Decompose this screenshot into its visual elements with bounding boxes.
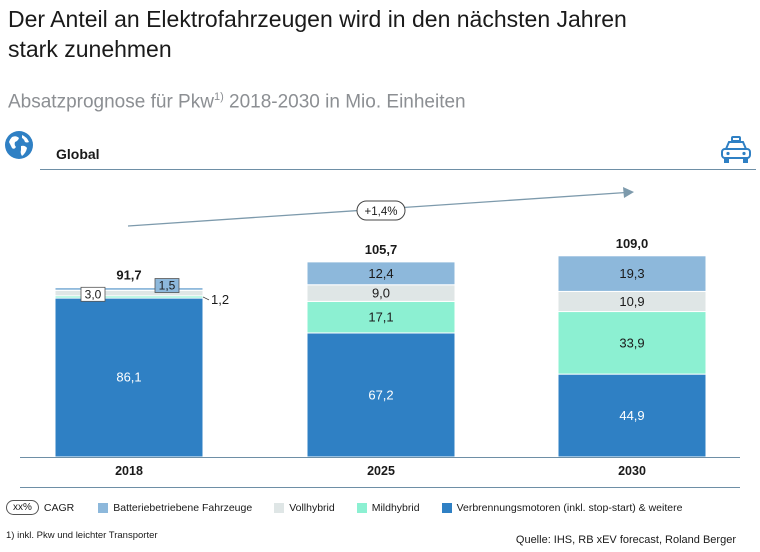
legend-swatch-mild_hybrid: [356, 502, 367, 513]
legend-item-bev: Batteriebetriebene Fahrzeuge: [98, 502, 252, 514]
legend-item-mild_hybrid: Mildhybrid: [356, 501, 420, 514]
callout-line-mild_hybrid-2018: [202, 296, 210, 301]
category-label-2018: 2018: [115, 464, 143, 478]
data-label-ice-2018: 86,1: [116, 370, 141, 385]
subtitle-text-before: Absatzprognose für Pkw: [8, 91, 214, 113]
category-label-2030: 2030: [618, 464, 646, 478]
subtitle-text-after: 2018-2030 in Mio. Einheiten: [223, 91, 466, 113]
footnote-marker: 1): [213, 91, 224, 103]
data-label-mild_hybrid-2025: 17,1: [368, 310, 393, 325]
data-label-bev-2025: 12,4: [368, 266, 393, 281]
data-label-ice-2030: 44,9: [619, 408, 644, 423]
legend-label-full_hybrid: Vollhybrid: [289, 501, 335, 514]
data-label-ice-2025: 67,2: [368, 387, 393, 402]
data-label-full_hybrid-2030: 10,9: [619, 294, 644, 309]
category-label-2025: 2025: [367, 464, 395, 478]
region-label: Global: [56, 146, 100, 162]
bar-ice-2018: [54, 297, 204, 458]
footnote: 1) inkl. Pkw und leichter Transporter: [6, 530, 158, 541]
data-label-mild_hybrid-2030: 33,9: [619, 335, 644, 350]
legend-cagr-text: CAGR: [43, 501, 75, 514]
legend-item-ice: Verbrennungsmotoren (inkl. stop-start) &…: [441, 501, 683, 514]
legend-label-mild_hybrid: Mildhybrid: [371, 501, 420, 514]
callout-box-bev-2018: [154, 278, 180, 293]
header-divider: [40, 169, 756, 170]
legend-swatch-full_hybrid: [274, 502, 285, 513]
bar-full_hybrid-2018: [54, 289, 204, 297]
total-label-2025: 105,7: [365, 242, 398, 257]
data-label-bev-2018: 1,5: [159, 279, 176, 293]
chart-title: Der Anteil an Elektrofahrzeugen wird in …: [8, 6, 627, 62]
cagr-label: +1,4%: [365, 206, 398, 218]
legend-swatch-ice: [441, 502, 452, 513]
bar-bev-2025: [306, 261, 456, 286]
chart-subtitle: Absatzprognose für Pkw1) 2018-2030 in Mi…: [8, 91, 466, 113]
data-label-mild_hybrid-2018: 1,2: [211, 292, 229, 307]
legend-swatch-bev: [98, 502, 109, 513]
legend-cagr-symbol: xx%: [6, 500, 39, 515]
cagr-badge: [356, 200, 406, 221]
globe-icon: [5, 131, 33, 159]
callout-box-full_hybrid-2018: [80, 286, 106, 302]
total-label-2030: 109,0: [616, 236, 649, 251]
bar-ice-2030: [557, 373, 707, 458]
cagr-arrow-head: [623, 187, 634, 198]
bar-mild_hybrid-2025: [306, 300, 456, 334]
bar-bev-2030: [557, 255, 707, 292]
legend-item-full_hybrid: Vollhybrid: [274, 502, 335, 514]
bar-bev-2018: [54, 287, 204, 291]
data-label-bev-2030: 19,3: [619, 266, 644, 281]
car-icon: [721, 136, 751, 163]
data-label-full_hybrid-2018: 3,0: [85, 287, 102, 301]
data-label-full_hybrid-2025: 9,0: [372, 286, 390, 301]
legend-label-ice: Verbrennungsmotoren (inkl. stop-start) &…: [456, 501, 683, 514]
stacked-bar-chart: +1,4% 86,1 3,0 1,5 1,2 91,7 2018 67,2 17,1 9,0 12,…: [20, 187, 740, 488]
source-note: Quelle: IHS, RB xEV forecast, Roland Ber…: [515, 534, 736, 546]
total-label-2018: 91,7: [116, 268, 141, 283]
bar-ice-2025: [306, 332, 456, 458]
legend-label-bev: Batteriebetriebene Fahrzeuge: [113, 501, 253, 514]
legend: xx% CAGR Batteriebetriebene Fahrzeuge Vol…: [6, 500, 682, 515]
